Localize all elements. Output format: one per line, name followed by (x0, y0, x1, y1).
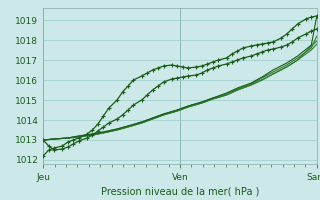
X-axis label: Pression niveau de la mer( hPa ): Pression niveau de la mer( hPa ) (101, 186, 259, 196)
